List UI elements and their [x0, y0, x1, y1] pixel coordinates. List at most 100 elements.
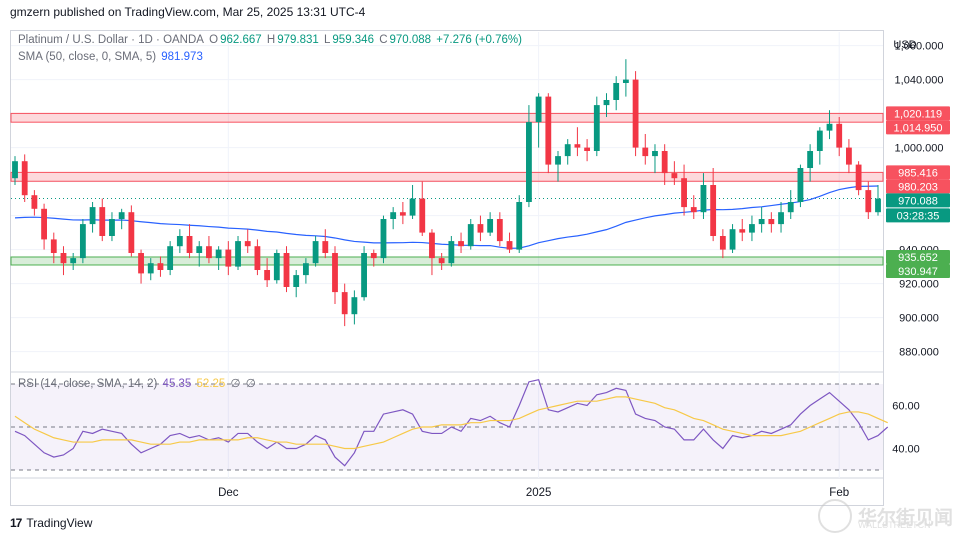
sma-legend: SMA (50, close, 0, SMA, 5) 981.973 — [18, 51, 205, 63]
candle-body — [89, 207, 96, 225]
open-label: O — [209, 34, 219, 46]
candle-body — [526, 122, 532, 202]
candle-body — [41, 208, 47, 240]
candle-body — [254, 246, 261, 270]
candle-body — [370, 253, 377, 259]
candle-body — [196, 246, 203, 253]
price-tick-label: 920.000 — [899, 279, 939, 291]
candle-body — [807, 151, 814, 168]
watermark-logo-icon — [818, 499, 852, 533]
price-badge-label: 1,020.119 — [894, 108, 942, 120]
close-label: C — [379, 34, 388, 46]
price-badge — [886, 165, 950, 180]
candle-body — [778, 212, 784, 225]
price-zone — [10, 112, 884, 123]
candle-body — [215, 249, 222, 259]
rsi-value: 45.35 — [162, 378, 192, 390]
candle-body — [12, 161, 18, 179]
change-value: +7.276 (+0.76%) — [436, 34, 522, 46]
candle-body — [409, 198, 416, 216]
candle-body — [438, 258, 445, 264]
candle-body — [157, 263, 164, 270]
candle-body — [700, 185, 707, 213]
candle-body — [632, 79, 639, 148]
candle-body — [60, 253, 67, 264]
price-badge-label: 935.652 — [898, 252, 938, 264]
candle-body — [235, 241, 241, 267]
high-value: 979.831 — [277, 34, 319, 46]
low-value: 959.346 — [332, 34, 374, 46]
candle-body — [564, 144, 571, 157]
open-value: 962.667 — [220, 34, 262, 46]
candle-body — [399, 212, 406, 216]
candle-body — [390, 212, 397, 219]
candle-body — [622, 79, 629, 83]
chart-frame — [10, 30, 884, 506]
price-badge — [886, 263, 950, 278]
candle-body — [690, 207, 697, 213]
candle-body — [506, 241, 513, 250]
price-badge — [886, 249, 950, 264]
candle-body — [768, 219, 775, 225]
footer: 17 TradingView — [10, 516, 92, 530]
candle-body — [477, 224, 484, 233]
candle-body — [118, 212, 125, 219]
price-tick-label: 880.000 — [899, 347, 939, 359]
candle-body — [710, 185, 717, 236]
candle-body — [855, 164, 862, 191]
price-zone — [10, 256, 884, 266]
candle-body — [652, 151, 658, 157]
sma-line — [14, 185, 879, 249]
candle-body — [138, 253, 144, 274]
time-tick-label: Feb — [829, 487, 849, 499]
candle-body — [341, 292, 348, 315]
high-label: H — [266, 34, 276, 46]
currency-label: USD — [893, 39, 916, 51]
candle-body — [419, 198, 426, 233]
candle-body — [719, 236, 726, 250]
watermark-text: 华尔街见闻 — [858, 507, 954, 529]
candle-body — [816, 130, 823, 151]
price-badge-label: 980.203 — [898, 181, 938, 193]
candle-body — [545, 96, 552, 165]
candle-body — [846, 147, 852, 165]
price-badge — [886, 179, 950, 194]
rsi-sma-line — [14, 396, 888, 450]
candle-body — [613, 83, 620, 100]
price-tick-label: 1,060.000 — [895, 41, 944, 53]
price-badge-label: 985.416 — [898, 167, 938, 179]
rsi-legend: RSI (14, close, SMA, 14, 2) 45.35 52.25 … — [18, 376, 258, 390]
candle-body — [312, 241, 319, 264]
candle-body — [147, 263, 154, 274]
price-tick-label: 1,040.000 — [895, 75, 944, 87]
price-tick-label: 900.000 — [899, 313, 939, 325]
price-badge-label: 03:28:35 — [897, 210, 940, 222]
candle-body — [458, 241, 464, 247]
watermark-sub: WALLSTREETCN — [858, 520, 931, 530]
candle-body — [70, 258, 77, 264]
candle-body — [555, 156, 561, 165]
price-badge — [886, 193, 950, 208]
candle-body — [875, 198, 881, 213]
candle-body — [787, 202, 794, 213]
symbol-label: Platinum / U.S. Dollar · 1D · OANDA — [18, 34, 204, 46]
low-label: L — [324, 34, 331, 46]
candle-body — [797, 168, 804, 202]
candle-body — [535, 96, 542, 123]
candle-body — [176, 236, 183, 247]
candle-body — [826, 123, 833, 131]
candle-body — [865, 190, 872, 213]
tradingview-brand: TradingView — [26, 516, 93, 530]
price-tick-label: 1,000.000 — [895, 143, 944, 155]
candle-body — [603, 100, 610, 106]
candle-body — [516, 202, 523, 250]
watermark: 华尔街见闻 WALLSTREETCN — [818, 490, 964, 542]
candle-body — [584, 147, 591, 151]
candle-body — [671, 173, 678, 179]
rsi-tick-label: 40.00 — [892, 444, 920, 456]
candle-body — [749, 224, 755, 233]
candle-body — [302, 263, 309, 276]
candle-body — [206, 246, 212, 259]
candle-body — [332, 253, 338, 293]
